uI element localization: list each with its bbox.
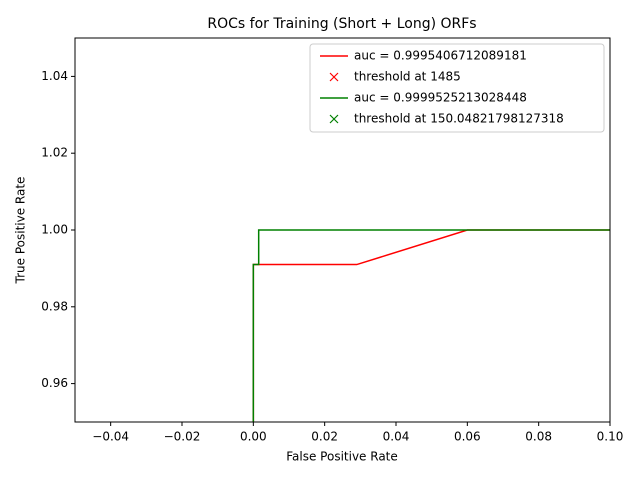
legend-label: threshold at 1485 xyxy=(354,70,461,84)
legend-label: threshold at 150.04821798127318 xyxy=(354,112,564,126)
y-tick-label: 0.98 xyxy=(41,299,68,313)
x-tick-label: 0.10 xyxy=(597,430,624,444)
legend-label: auc = 0.9999525213028448 xyxy=(354,91,527,105)
legend-box xyxy=(309,43,605,133)
x-tick-label: −0.04 xyxy=(92,430,129,444)
x-tick-label: 0.04 xyxy=(383,430,410,444)
y-axis-label: True Positive Rate xyxy=(14,177,28,285)
x-tick-label: 0.00 xyxy=(240,430,267,444)
y-tick-label: 1.00 xyxy=(41,223,68,237)
x-tick-label: 0.02 xyxy=(311,430,338,444)
x-tick-label: −0.02 xyxy=(164,430,201,444)
roc-line xyxy=(252,229,610,422)
chart-title: ROCs for Training (Short + Long) ORFs xyxy=(207,16,476,32)
legend-marker xyxy=(329,114,339,124)
x-tick-label: 0.06 xyxy=(454,430,481,444)
x-axis-label: False Positive Rate xyxy=(286,450,398,464)
y-tick-label: 1.02 xyxy=(41,146,68,160)
x-tick-label: 0.08 xyxy=(525,430,552,444)
legend-marker xyxy=(329,72,339,82)
legend-label: auc = 0.9995406712089181 xyxy=(354,49,527,63)
plot-area xyxy=(252,229,610,422)
y-tick-label: 0.96 xyxy=(41,376,68,390)
y-tick-label: 1.04 xyxy=(41,69,68,83)
